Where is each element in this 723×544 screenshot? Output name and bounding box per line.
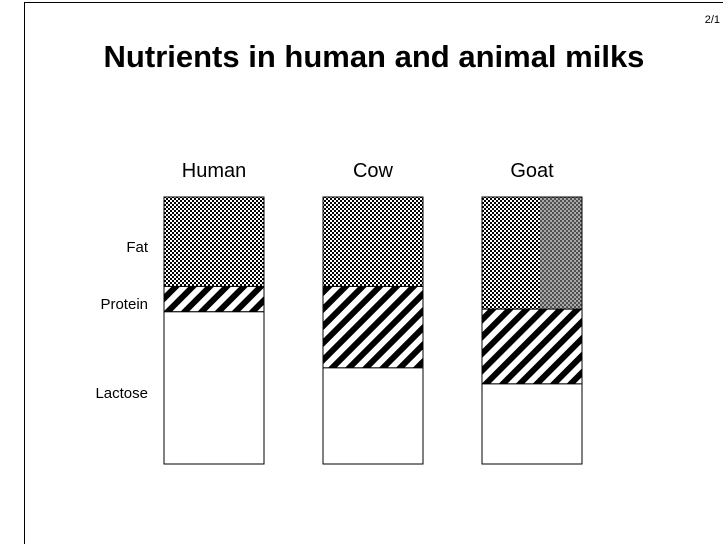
bar-segment-human-lactose — [163, 311, 265, 465]
category-label-cow: Cow — [353, 160, 394, 182]
bar-segment-cow-lactose — [322, 367, 424, 465]
bar-segment-goat-protein — [481, 308, 583, 385]
bar-segment-human-protein — [163, 285, 265, 313]
component-label-protein: Protein — [100, 296, 148, 313]
bar-segment-human-fat — [163, 196, 265, 287]
bar-segment-goat-lactose — [481, 383, 583, 465]
component-label-lactose: Lactose — [95, 385, 148, 402]
bar-shade-goat-fat — [540, 197, 582, 309]
slide-frame — [24, 2, 723, 544]
page-number: 2/1 — [704, 14, 720, 26]
slide-title: Nutrients in human and animal milks — [103, 39, 645, 74]
category-label-human: Human — [182, 160, 246, 182]
bar-segment-cow-protein — [322, 285, 424, 369]
component-label-fat: Fat — [126, 239, 149, 256]
bar-segment-cow-fat — [322, 196, 424, 287]
category-label-goat: Goat — [510, 160, 554, 182]
